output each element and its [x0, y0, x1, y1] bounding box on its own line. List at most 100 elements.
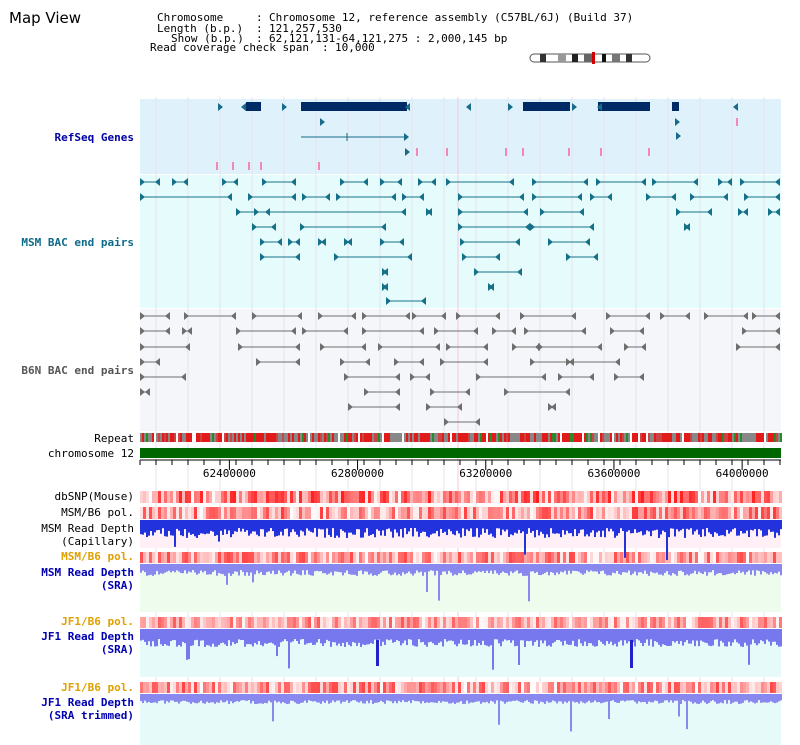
jf1-depth-sra-bar: [266, 629, 268, 644]
jf1-depth-sra-bar: [398, 629, 400, 642]
b6n-pair-end: [548, 403, 553, 411]
b6n-pair-end: [775, 327, 780, 335]
msm-b6-pol-cell: [392, 507, 395, 519]
jf1-depth-sra-bar: [644, 629, 646, 643]
msm-b6-pol-cell: [620, 552, 623, 563]
msm-b6-pol-cell: [557, 507, 560, 519]
msm-depth-sra-bar: [544, 564, 546, 574]
msm-depth-sra-bar: [418, 564, 420, 573]
jf1-b6-pol-cell: [470, 617, 473, 628]
msm-b6-pol-cell: [692, 552, 695, 563]
msm-b6-pol-cell: [398, 507, 401, 519]
msm-depth-sra-bar: [422, 564, 424, 576]
msm-b6-pol-cell: [473, 552, 476, 563]
jf1-depth-sra-bar: [630, 629, 632, 642]
jf1-depth-sra-bar: [214, 629, 216, 647]
msm-b6-pol-cell: [224, 507, 227, 519]
jf1-b6-pol-cell: [539, 617, 542, 628]
refseq-small-feature: [216, 162, 218, 170]
dbsnp-density-cell: [635, 491, 638, 503]
repeat-segment: [448, 433, 450, 442]
repeat-segment: [520, 433, 522, 442]
dbsnp-density-cell: [677, 491, 680, 503]
jf1-b6-pol-cell: [347, 617, 350, 628]
gene-strand-arrow: [282, 103, 287, 111]
b6n-pair-end: [320, 343, 325, 351]
msm-depth-cap-bar: [732, 520, 734, 530]
msm-depth-sra-bar: [178, 564, 180, 572]
msm-depth-cap-bar: [350, 520, 352, 533]
b6n-pair-end: [473, 327, 478, 335]
msm-depth-cap-bar: [610, 520, 612, 529]
jf1-depth-trim-bar: [382, 694, 384, 703]
dbsnp-label: dbSNP(Mouse): [54, 490, 134, 503]
msm-depth-cap-bar: [286, 520, 288, 529]
msm-depth-cap-bar: [146, 520, 148, 538]
jf1-b6-pol-cell: [317, 682, 320, 693]
msm-b6-pol-cell: [512, 552, 515, 563]
msm-depth-sra-bar: [622, 564, 624, 573]
jf1-b6-pol-cell: [557, 617, 560, 628]
jf1-depth-sra-bar: [282, 629, 284, 642]
msm-depth-cap-bar: [388, 520, 390, 529]
msm-depth-sra-bar: [750, 564, 752, 575]
repeat-segment: [608, 433, 610, 442]
dbsnp-density-cell: [299, 491, 302, 503]
repeat-segment: [236, 433, 238, 442]
msm-b6-pol-cell: [650, 552, 653, 563]
jf1-b6-pol-cell: [353, 682, 356, 693]
jf1-depth-trim-bar: [666, 694, 668, 701]
jf1-depth-sra-bar: [758, 629, 760, 644]
msm-b6-pol-cell: [290, 552, 293, 563]
repeat-segment: [694, 433, 696, 442]
msm-depth-sra-bar: [200, 564, 202, 571]
msm-b6-pol-cell: [356, 507, 359, 519]
jf1-depth-trim-bar: [580, 694, 582, 702]
jf1-b6-pol-cell: [758, 617, 761, 628]
jf1-depth-trim-bar: [760, 694, 762, 703]
msm-b6-pol-cell: [209, 507, 212, 519]
jf1-b6-pol-cell: [164, 682, 167, 693]
jf1-depth-sra-bar: [760, 629, 762, 641]
repeat-segment: [624, 433, 626, 442]
jf1-depth-trim-bar: [288, 694, 290, 704]
repeat-segment: [742, 433, 744, 442]
msm-pair-end: [262, 178, 267, 186]
chromosome-ideogram[interactable]: [528, 52, 654, 64]
dbsnp-density-cell: [734, 491, 737, 503]
axis-tick-label: 63600000: [587, 467, 641, 480]
msm-depth-cap-bar: [438, 520, 440, 537]
jf1-b6-pol-cell: [146, 682, 149, 693]
msm-depth-sra-bar: [584, 564, 586, 574]
jf1-depth-sra-bar: [366, 629, 368, 645]
jf1-b6-pol-cell: [155, 682, 158, 693]
msm-depth-sra-bar: [304, 564, 306, 575]
jf1-b6-pol-cell: [152, 617, 155, 628]
repeat-segment: [566, 433, 568, 442]
msm-pair-end: [590, 193, 595, 201]
b6n-pair-end: [495, 312, 500, 320]
jf1-depth-trim-bar: [204, 694, 206, 704]
jf1-b6-pol-cell: [416, 682, 419, 693]
jf1-depth-sra-bar: [612, 629, 614, 646]
repeat-segment: [436, 433, 438, 442]
jf1-depth-trim-bar: [622, 694, 624, 701]
msm-b6-pol-cell: [182, 507, 185, 519]
msm-b6-pol-cell: [536, 552, 539, 563]
msm-b6-pol-cell: [572, 507, 575, 519]
repeat-segment: [776, 433, 778, 442]
msm-b6-pol-cell: [293, 507, 296, 519]
b6n-pair-end: [444, 418, 449, 426]
b6n-pair-end: [639, 373, 644, 381]
jf1-depth-sra-bar: [478, 629, 480, 643]
msm-pair-end: [530, 223, 535, 231]
jf1-b6-pol-cell: [359, 617, 362, 628]
msm-depth-cap-bar: [688, 520, 690, 530]
msm-depth-cap-bar: [534, 520, 536, 538]
jf1-depth-sra-bar: [140, 629, 142, 641]
jf1-depth-sra-bar: [600, 629, 602, 642]
repeat-segment: [408, 433, 410, 442]
repeat-segment: [574, 433, 576, 442]
jf1-depth-trim-bar: [772, 694, 774, 703]
